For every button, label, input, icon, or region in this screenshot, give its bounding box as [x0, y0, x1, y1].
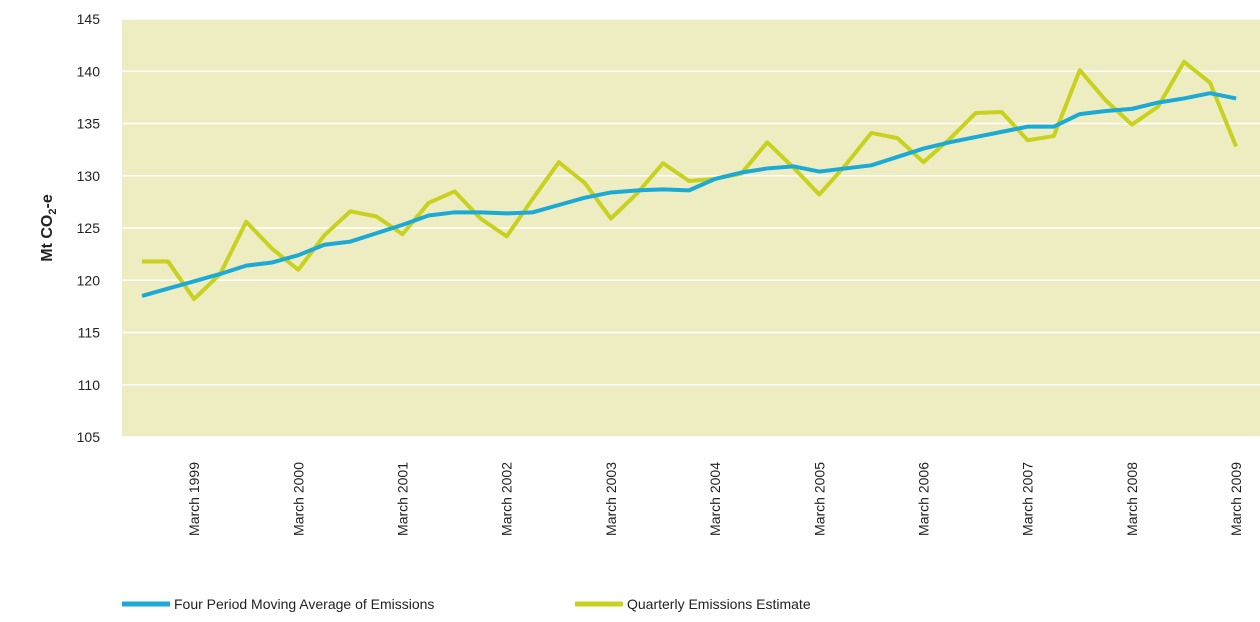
y-tick-label: 130 [77, 168, 101, 184]
y-tick-label: 125 [77, 220, 101, 236]
y-tick-label: 145 [77, 11, 101, 27]
y-label-suffix: -e [39, 194, 56, 208]
x-tick-label: March 2002 [499, 462, 515, 536]
y-label-subscript: 2 [47, 209, 59, 215]
x-tick-label: March 2001 [395, 462, 411, 536]
x-tick-label: March 2004 [707, 462, 723, 536]
y-tick-label: 135 [77, 116, 101, 132]
legend-label: Quarterly Emissions Estimate [627, 596, 811, 612]
x-tick-label: March 2005 [811, 462, 827, 536]
x-tick-label: March 2007 [1020, 462, 1036, 536]
x-tick-label: March 2006 [916, 462, 932, 536]
legend-label: Four Period Moving Average of Emissions [174, 596, 434, 612]
series-line [142, 59, 1238, 302]
y-tick-label: 105 [77, 429, 101, 445]
x-tick-label: March 2009 [1228, 462, 1244, 536]
y-label-text: Mt CO [39, 215, 56, 262]
x-tick-label: March 2000 [290, 462, 306, 536]
y-axis-label: Mt CO2-e [39, 194, 59, 262]
x-tick-label: March 1999 [186, 462, 202, 536]
series-line [141, 91, 1237, 298]
y-tick-label: 110 [78, 377, 101, 393]
x-tick-label: March 2008 [1124, 462, 1140, 536]
y-tick-label: 140 [77, 63, 101, 79]
x-tick-label: March 2003 [603, 462, 619, 536]
y-tick-label: 115 [78, 325, 101, 341]
y-tick-label: 120 [77, 272, 101, 288]
